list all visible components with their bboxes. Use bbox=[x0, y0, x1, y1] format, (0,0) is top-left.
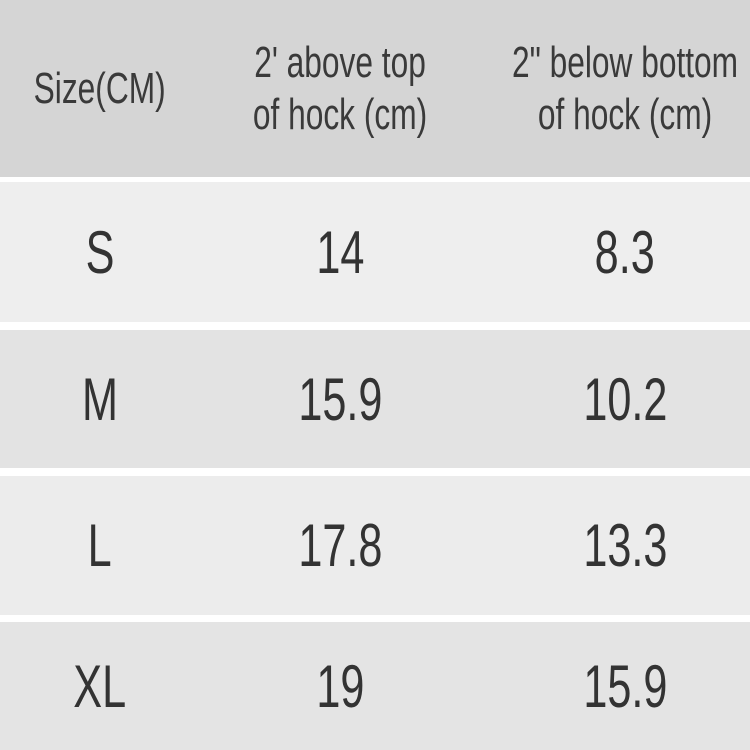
table-row: XL 19 15.9 bbox=[0, 622, 750, 750]
header-line: 2" below bottom bbox=[511, 37, 739, 87]
cell-text: 10.2 bbox=[582, 365, 668, 433]
cell-text: XL bbox=[73, 652, 127, 720]
cell-size: L bbox=[0, 476, 200, 615]
cell-size: S bbox=[0, 182, 200, 322]
header-line: 2' above top bbox=[254, 37, 426, 87]
cell-text: 15.9 bbox=[582, 652, 668, 720]
header-line: of hock (cm) bbox=[537, 89, 713, 139]
cell-above: 15.9 bbox=[200, 330, 480, 468]
header-line: of hock (cm) bbox=[252, 89, 428, 139]
cell-text: S bbox=[85, 218, 115, 286]
header-below-hock-text: 2" below bottom of hock (cm) bbox=[512, 37, 738, 141]
table-row: L 17.8 13.3 bbox=[0, 476, 750, 615]
cell-text: 13.3 bbox=[582, 512, 668, 579]
table-header: Size(CM) 2' above top of hock (cm) 2" bel… bbox=[0, 0, 750, 177]
header-size: Size(CM) bbox=[0, 0, 200, 177]
header-size-text: Size(CM) bbox=[33, 63, 166, 113]
cell-above: 19 bbox=[200, 622, 480, 750]
cell-text: 8.3 bbox=[594, 218, 656, 286]
cell-text: 19 bbox=[315, 652, 365, 720]
header-above-hock: 2' above top of hock (cm) bbox=[200, 0, 480, 177]
cell-text: 17.8 bbox=[297, 512, 383, 579]
cell-above: 14 bbox=[200, 182, 480, 322]
cell-text: 14 bbox=[315, 218, 365, 286]
header-above-hock-text: 2' above top of hock (cm) bbox=[253, 37, 427, 141]
table-row: M 15.9 10.2 bbox=[0, 330, 750, 468]
cell-size: XL bbox=[0, 622, 200, 750]
cell-text: L bbox=[87, 512, 113, 579]
header-below-hock: 2" below bottom of hock (cm) bbox=[480, 0, 750, 177]
cell-size: M bbox=[0, 330, 200, 468]
cell-text: 15.9 bbox=[297, 365, 383, 433]
cell-below: 15.9 bbox=[480, 622, 750, 750]
cell-below: 8.3 bbox=[480, 182, 750, 322]
cell-text: M bbox=[81, 365, 118, 433]
cell-below: 13.3 bbox=[480, 476, 750, 615]
table-row: S 14 8.3 bbox=[0, 182, 750, 322]
cell-above: 17.8 bbox=[200, 476, 480, 615]
cell-below: 10.2 bbox=[480, 330, 750, 468]
